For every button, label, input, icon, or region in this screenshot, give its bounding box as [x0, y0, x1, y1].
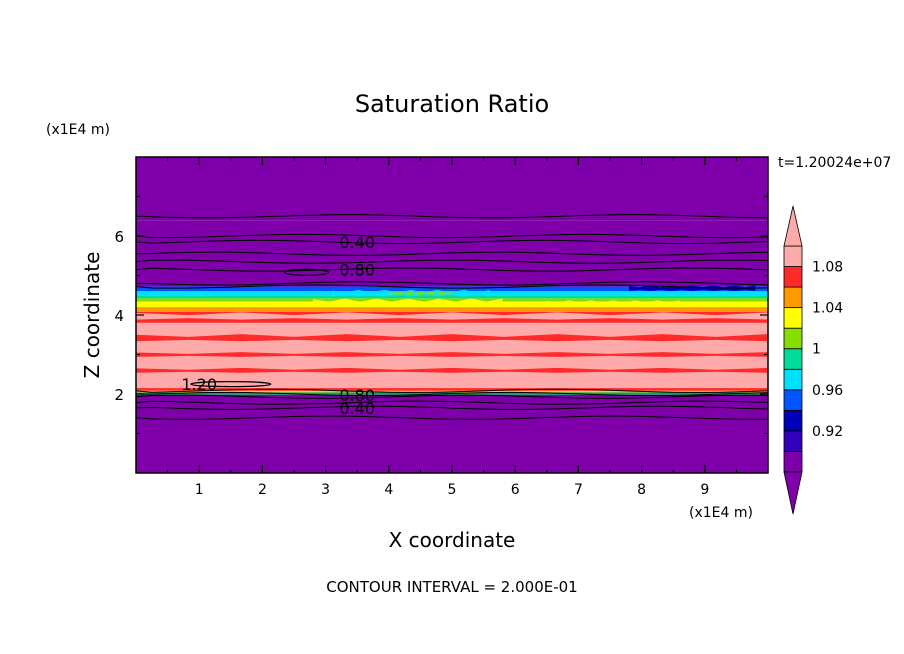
x-tick-label-8: 8	[637, 482, 646, 498]
colorbar-level-5	[783, 348, 803, 370]
contour-line-12	[135, 405, 769, 410]
y-axis-label: Z coordinate	[80, 252, 104, 379]
contour-line-0	[135, 214, 769, 219]
time-label: t=1.20024e+07	[778, 155, 891, 171]
contour-line-10	[135, 394, 769, 399]
colorbar-level-10	[783, 245, 803, 267]
x-tick-label-5: 5	[448, 482, 457, 498]
contour-band-5	[136, 298, 768, 302]
colorbar-label-1-04: 1.04	[812, 301, 843, 317]
contour-line-5	[135, 267, 769, 272]
contour-patch-1	[136, 334, 768, 342]
y-tick-label-2: 2	[114, 386, 124, 404]
contour-line-13	[135, 415, 769, 420]
x-tick-label-3: 3	[321, 482, 330, 498]
colorbar-level-0	[783, 451, 803, 473]
contour-label-4: 0.40	[339, 399, 375, 418]
contour-band-4	[136, 295, 768, 299]
colorbar-label-0-96: 0.96	[812, 383, 843, 399]
colorbar-level-1	[783, 430, 803, 452]
contour-interval-footer: CONTOUR INTERVAL = 2.000E-01	[326, 578, 577, 596]
contour-line-7	[135, 284, 769, 289]
contour-closed-small-lower	[190, 381, 272, 388]
colorbar-label-1: 1	[812, 342, 821, 358]
colorbar-label-1-08: 1.08	[812, 260, 843, 276]
colorbar: 0.92 0.96 1 1.04 1.08	[783, 205, 843, 515]
contour-patch-3	[136, 367, 768, 373]
x-tick-label-6: 6	[511, 482, 520, 498]
contour-band-2	[136, 286, 768, 292]
contour-closed-small-upper	[284, 268, 330, 276]
chart-title: Saturation Ratio	[355, 90, 549, 118]
contour-band-7	[136, 307, 768, 312]
x-tick-label-1: 1	[195, 482, 204, 498]
contour-line-8	[135, 388, 769, 393]
colorbar-level-4	[783, 368, 803, 391]
contour-line-2	[135, 239, 769, 245]
colorbar-bottom-arrow	[783, 471, 803, 515]
y-tick-label-4: 4	[114, 307, 124, 325]
contour-patch-0	[136, 312, 768, 320]
colorbar-label-0-92: 0.92	[812, 424, 843, 440]
x-tick-label-7: 7	[574, 482, 583, 498]
colorbar-level-2	[783, 409, 803, 432]
contour-patch-7	[628, 285, 756, 292]
colorbar-level-7	[783, 307, 803, 329]
x-tick-label-2: 2	[258, 482, 267, 498]
colorbar-level-9	[783, 266, 803, 288]
colorbar-level-8	[783, 286, 803, 309]
contour-band-10	[136, 388, 768, 391]
contour-patch-2	[136, 352, 768, 357]
contour-label-3: 0.80	[339, 386, 375, 405]
contour-line-1	[135, 233, 769, 239]
contour-line-4	[135, 259, 769, 264]
contour-line-9	[135, 391, 769, 397]
contour-line-6	[135, 281, 769, 286]
contour-line-11	[135, 400, 769, 405]
x-unit-label: (x1E4 m)	[689, 505, 753, 521]
contour-label-1: 0.80	[339, 261, 375, 280]
contour-label-0: 0.40	[339, 233, 375, 252]
contour-patch-8	[388, 291, 452, 295]
x-tick-label-4: 4	[384, 482, 393, 498]
x-tick-label-9: 9	[700, 482, 709, 498]
x-axis-label: X coordinate	[389, 528, 516, 552]
contour-line-3	[135, 251, 769, 256]
contour-patch-5	[546, 300, 680, 307]
contour-band-0	[136, 157, 768, 221]
y-tick-label-6: 6	[114, 228, 124, 246]
colorbar-level-6	[783, 327, 803, 350]
colorbar-top-arrow	[783, 205, 803, 247]
y-unit-label: (x1E4 m)	[46, 122, 110, 138]
contour-label-2: 1.20	[181, 375, 217, 394]
contour-patch-4	[312, 298, 503, 308]
colorbar-level-3	[783, 389, 803, 411]
